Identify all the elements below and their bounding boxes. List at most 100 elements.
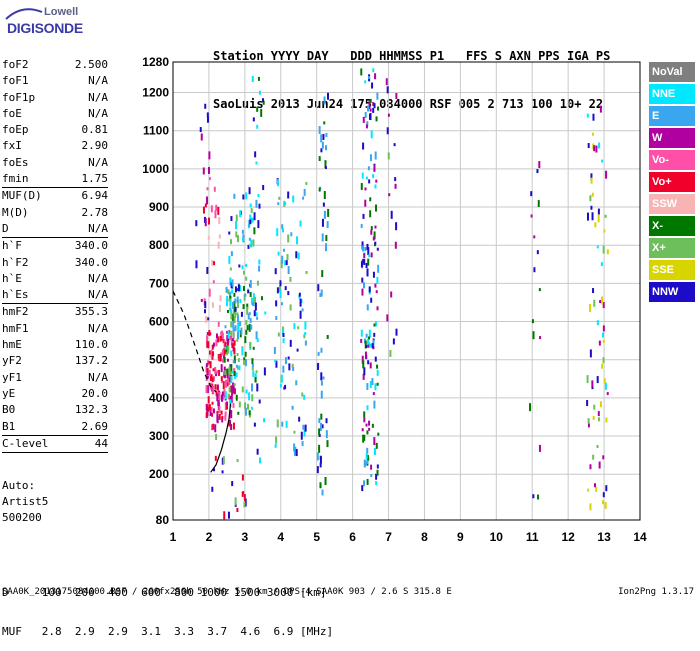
- echo-point: [231, 279, 234, 287]
- echo-point: [236, 300, 239, 309]
- echo-point: [587, 143, 590, 149]
- echo-point: [229, 277, 232, 286]
- echo-point: [602, 455, 605, 460]
- echo-point: [302, 196, 305, 200]
- echo-point: [287, 291, 290, 296]
- echo-point: [304, 331, 307, 335]
- echo-point: [318, 187, 321, 192]
- echo-point: [274, 443, 277, 448]
- echo-point: [363, 480, 366, 487]
- echo-point: [230, 423, 233, 430]
- echo-point: [236, 507, 239, 512]
- echo-point: [362, 373, 365, 380]
- echo-point: [224, 379, 227, 388]
- echo-point: [369, 113, 372, 121]
- echo-point: [235, 214, 238, 222]
- echo-point: [321, 233, 324, 242]
- echo-point: [232, 327, 235, 333]
- echo-point: [259, 457, 262, 464]
- echo-point: [371, 82, 374, 89]
- echo-point: [293, 443, 296, 452]
- echo-point: [371, 423, 374, 428]
- echo-point: [249, 203, 252, 208]
- echo-point: [219, 295, 222, 302]
- echo-point: [241, 229, 244, 234]
- x-tick-label: 9: [457, 530, 464, 544]
- echo-point: [364, 246, 367, 251]
- echo-point: [394, 177, 397, 182]
- echo-point: [275, 436, 278, 444]
- trace-profile-line: [210, 403, 232, 473]
- echo-point: [212, 423, 215, 430]
- x-tick-label: 4: [277, 530, 284, 544]
- echo-point: [206, 335, 209, 342]
- echo-point: [602, 245, 605, 254]
- echo-point: [316, 452, 319, 461]
- echo-point: [364, 351, 367, 359]
- echo-point: [218, 392, 221, 401]
- echo-point: [247, 403, 250, 410]
- echo-point: [258, 399, 261, 404]
- echo-point: [256, 383, 259, 392]
- echo-point: [251, 217, 254, 223]
- echo-point: [368, 286, 371, 293]
- echo-point: [222, 381, 225, 390]
- echo-point: [219, 354, 222, 362]
- echo-point: [209, 408, 212, 417]
- echo-point: [282, 333, 285, 338]
- legend-item: X-: [649, 216, 695, 236]
- echo-point: [316, 466, 319, 474]
- echo-point: [218, 353, 221, 361]
- echo-point: [299, 298, 302, 307]
- echo-point: [370, 130, 373, 139]
- legend-item: SSW: [649, 194, 695, 214]
- echo-point: [595, 487, 598, 493]
- parameter-row: foEs N/A: [2, 155, 108, 171]
- echo-point: [294, 446, 297, 454]
- parameter-row: h`Es N/A: [2, 287, 108, 303]
- echo-point: [226, 401, 229, 410]
- echo-point: [232, 360, 235, 364]
- echo-point: [214, 210, 217, 219]
- y-tick-label: 80: [156, 513, 170, 527]
- echo-point: [205, 385, 208, 394]
- parameter-name: h`E: [2, 271, 22, 285]
- echo-point: [317, 362, 320, 370]
- parameter-name: C-level: [2, 436, 49, 450]
- echo-point: [362, 245, 365, 252]
- echo-point: [297, 326, 300, 330]
- echo-point: [256, 106, 259, 112]
- echo-point: [376, 464, 379, 469]
- echo-point: [224, 411, 227, 417]
- echo-point: [370, 229, 373, 235]
- echo-point: [362, 142, 365, 150]
- echo-point: [593, 404, 596, 410]
- echo-point: [216, 384, 219, 391]
- echo-point: [208, 404, 211, 411]
- echo-point: [538, 161, 541, 169]
- echo-point: [390, 291, 393, 298]
- echo-point: [360, 68, 363, 76]
- echo-point: [376, 92, 379, 100]
- echo-point: [258, 90, 261, 95]
- echo-point: [374, 184, 377, 189]
- y-tick-label: 1100: [143, 124, 169, 138]
- echo-point: [299, 310, 302, 319]
- echo-point: [242, 304, 245, 310]
- echo-point: [388, 193, 391, 197]
- echo-point: [228, 255, 231, 264]
- echo-point: [280, 374, 283, 383]
- echo-point: [322, 202, 325, 207]
- echo-point: [217, 369, 220, 376]
- echo-point: [217, 336, 220, 343]
- echo-point: [289, 339, 292, 347]
- echo-point: [233, 193, 236, 199]
- echo-point: [224, 370, 227, 376]
- echo-point: [596, 320, 599, 326]
- echo-point: [590, 205, 593, 210]
- y-tick-label: 1280: [142, 55, 169, 69]
- echo-point: [221, 358, 224, 363]
- echo-point: [231, 370, 234, 374]
- echo-point: [227, 289, 230, 295]
- echo-point: [318, 418, 321, 424]
